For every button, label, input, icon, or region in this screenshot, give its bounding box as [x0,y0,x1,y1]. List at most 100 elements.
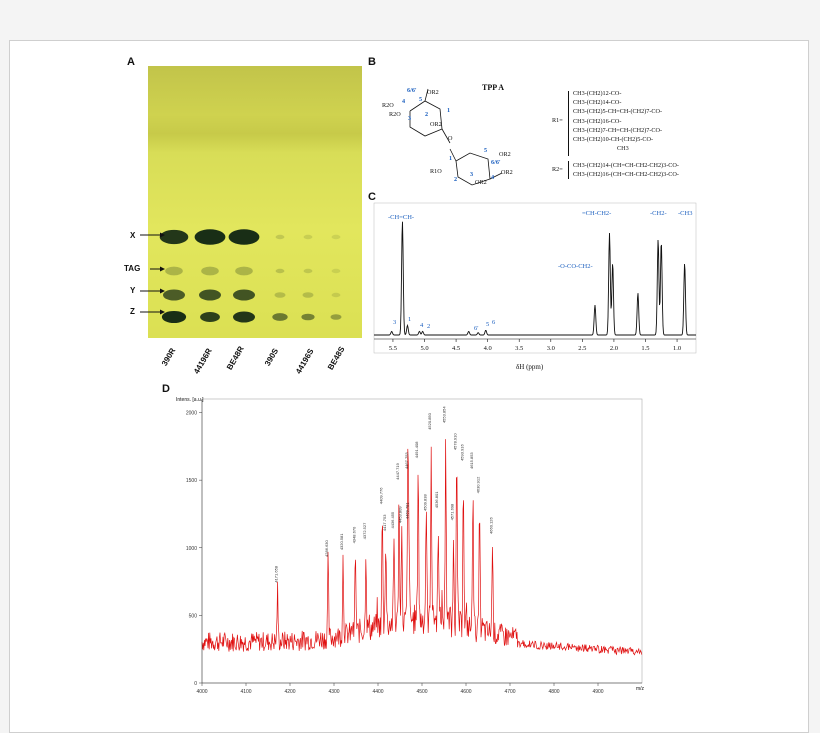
ms-peak-label: 4171.658 [274,565,279,582]
label-pos-1: 1 [447,107,451,114]
row-label-y: Y [130,286,136,295]
tlc-spot-tag [201,266,219,276]
ms-trace [201,439,643,656]
r2-label: R2= [552,166,563,173]
ms-x-tick-label: 4600 [460,689,471,695]
ms-peak-label: 4509.838 [422,493,427,510]
nmr-x-axis: 5.5 5.0 4.5 4.0 3.5 3.0 2.5 2.0 1.5 1.0 [374,338,696,352]
tlc-spot-y [274,292,286,298]
tlc-spot-z [233,311,255,323]
tlc-spot-x [331,234,341,240]
ms-y-tick-label: 2000 [186,411,197,417]
label-b-pos-3: 3 [470,171,474,178]
tlc-spot-x [228,229,260,245]
ms-peak-label: 4469.781 [405,502,410,519]
tlc-spot-x [194,229,226,245]
nmr-label-p3: 3 [393,319,397,326]
ms-y-label: Intens. [a.u.] [176,397,204,403]
ms-peak-label: 4436.455 [390,511,395,528]
tlc-spots [159,229,342,324]
tlc-spot-y [163,289,185,301]
tlc-spot-y [233,289,255,301]
r1-list: CH3-(CH2)12-CO- CH3-(CH2)14-CO- CH3-(CH2… [573,89,662,153]
nmr-tick-label: 3.0 [547,345,555,352]
nmr-tick-label: 1.5 [641,345,649,352]
ms-y-tick-label: 1500 [186,478,197,484]
tlc-spot-tag [331,268,341,274]
ms-peak-label: 4409.776 [378,487,383,504]
ms-y-tick-label: 1000 [186,546,197,552]
nmr-tick-label: 4.0 [484,345,492,352]
tlc-spot-y [199,289,221,301]
panel-a-letter: A [127,56,135,68]
label-top-66: 6/6' [407,87,417,94]
ms-peak-label: 4417.753 [382,514,387,531]
r1-item: CH3-(CH2)16-CO- [573,117,622,125]
ms-peak-label: 4593.916 [459,443,464,460]
ms-peak-label: 4453.809 [398,506,403,523]
nmr-label-p2: 2 [427,323,431,330]
nmr-label-p5: 5 [486,321,490,328]
tlc-spot-x [159,229,189,245]
nmr-x-label: δH (ppm) [516,363,544,371]
ms-peak-label: 4447.719 [395,462,400,479]
structure-title: TPP A [482,83,505,92]
ms-peak-label: 4660.126 [488,516,493,533]
tlc-spot-tag [303,268,313,274]
ms-peak-label: 4348.670 [351,526,356,543]
nmr-tick-label: 4.5 [452,345,460,352]
nmr-trace [374,221,696,336]
r1-bracket [568,91,569,156]
ms-x-tick-label: 4500 [416,689,427,695]
r1-item: CH3-(CH2)10-CH-(CH2)5-CO- [573,136,654,144]
nmr-label-p4: 4 [420,322,424,329]
r1-item: CH3 [617,145,629,153]
label-pos-5: 5 [419,96,423,103]
lane-label-390s: 390S [263,346,281,368]
nmr-label-p6b: 6 [492,319,496,326]
ms-x-tick-label: 4700 [504,689,515,695]
ms-peak-label: 4491.408 [414,441,419,458]
tlc-spot-z [330,314,342,320]
tlc-spot-tag [165,266,183,276]
label-r1o: R1O [430,168,442,175]
ms-peak-label: 4372.527 [362,522,367,539]
label-pos-3: 3 [408,115,412,122]
label-b-pos-2: 2 [454,176,458,183]
figure-frame: A X TAG Y Z 390R 44196R BE48R 390S 44196… [9,40,809,733]
row-label-x: X [130,231,136,240]
r1-item: CH3-(CH2)5-CH=CH-(CH2)7-CO- [573,108,663,116]
tlc-spot-z [272,313,288,321]
ms-x-tick-label: 4100 [240,689,251,695]
r1-label: R1= [552,117,563,124]
panel-d-letter: D [162,383,170,395]
row-arrows [140,232,165,315]
tlc-spot-tag [275,268,285,274]
ms-peak-labels: 4171.658 4286.630 4320.581 4348.670 4372.527… [274,406,494,583]
ms-y-tick-label: 0 [194,681,197,687]
ms-x-tick-label: 4200 [284,689,295,695]
label-b-pos-66: 6/6' [491,159,501,166]
lane-label-be48s: BE48S [326,345,347,372]
ms-peak-label: 4630.912 [476,476,481,493]
ms-x-tick-label: 4800 [548,689,559,695]
ms-peak-label: 4467.753 [404,452,409,469]
ms-x-unit: m/z [636,686,645,692]
maldi-spectrum: 4171.658 4286.630 4320.581 4348.670 4372.527… [186,398,643,695]
tlc-spot-y [331,292,341,298]
ms-x-tick-label: 4400 [372,689,383,695]
nmr-label-ch-eq-ch: -CH=CH- [388,214,415,221]
label-r2o-b: R2O [389,111,401,118]
tlc-spot-y [302,292,314,298]
nmr-label-ch2: -CH2- [650,210,667,217]
nmr-tick-label: 5.5 [389,345,397,352]
label-o-link: O [448,135,453,142]
ms-axes: 2000 1500 1000 500 0 4000 4100 4200 4300 4400 4500… [186,399,642,695]
panel-b-letter: B [368,56,376,68]
label-pos-2: 2 [425,111,429,118]
ms-peak-label: 4553.854 [442,406,447,423]
r1-item: CH3-(CH2)14-CO- [573,99,622,107]
ms-y-tick-label: 500 [189,613,198,619]
label-b-or2-b: OR2 [475,179,487,186]
nmr-tick-label: 2.0 [610,345,618,352]
